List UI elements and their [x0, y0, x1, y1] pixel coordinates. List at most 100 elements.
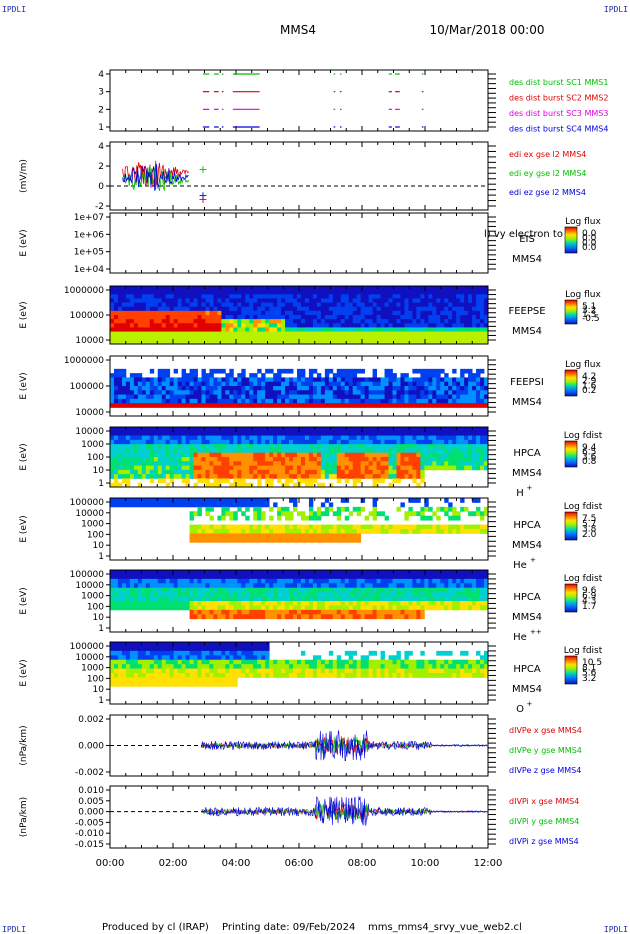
hpca_h-spectrogram-cell	[221, 427, 226, 432]
feepse-spectrogram-cell	[324, 327, 330, 332]
hpca_h-spectrogram-cell	[137, 444, 143, 449]
hpca_he2-spectrogram-cell	[129, 578, 135, 584]
hpca_he2-spectrogram-cell	[257, 614, 262, 620]
feepsi-spectrogram-cell	[297, 377, 302, 383]
hpca_h-spectrogram-cell	[468, 444, 473, 449]
feepsi-spectrogram-cell	[281, 390, 286, 395]
hpca_he2-spectrogram-cell	[281, 587, 286, 593]
feepsi-spectrogram-cell	[157, 377, 163, 383]
feepsi-spectrogram-cell	[181, 390, 186, 395]
hpca_h-spectrogram-cell	[233, 461, 238, 466]
hpca_h-spectrogram-cell	[324, 469, 330, 475]
feepsi-spectrogram-cell	[336, 403, 342, 408]
feepse-spectrogram-cell	[464, 327, 469, 332]
hpca_h-spectrogram-cell	[141, 444, 147, 449]
hpca_he2-spectrogram-cell	[308, 592, 314, 597]
hpca_he-spectrogram-cell	[285, 524, 290, 530]
feepse-spectrogram-cell	[141, 286, 147, 291]
hpca_he-spectrogram-cell	[161, 502, 167, 508]
hpca_h-spectrogram-cell	[201, 474, 206, 479]
feepse-spectrogram-cell	[181, 331, 186, 337]
hpca_h-spectrogram-cell	[201, 448, 206, 454]
hpca_he2-spectrogram-cell	[113, 570, 119, 575]
hpca_h-spectrogram-cell	[352, 461, 358, 466]
feepsi-spectrogram-cell	[261, 381, 266, 387]
feepsi-spectrogram-cell	[110, 381, 115, 387]
hpca_h-spectrogram-cell	[173, 444, 179, 449]
hpca_he-spectrogram-cell	[233, 511, 238, 517]
hpca_he-spectrogram-cell	[352, 537, 358, 543]
hpca_he2-spectrogram-cell	[185, 583, 190, 589]
hpca_he2-spectrogram-cell	[125, 574, 131, 580]
hpca_he-spectrogram-cell	[249, 524, 254, 530]
hpca_h-spectrogram-cell	[193, 452, 198, 458]
feepse-spectrogram-cell	[165, 327, 171, 332]
feepsi-spectrogram-cell	[360, 398, 366, 404]
hpca_he2-spectrogram-cell	[177, 587, 183, 593]
feepse-spectrogram-cell	[241, 331, 246, 337]
hpca_he2-spectrogram-cell	[233, 574, 238, 580]
feepse-spectrogram-cell	[205, 315, 210, 320]
feepse-spectrogram-cell	[448, 315, 453, 320]
hpca_h-spectrogram-cell	[484, 444, 489, 449]
hpca_h-spectrogram-cell	[125, 469, 131, 475]
hpca_he2-spectrogram-cell	[141, 570, 147, 575]
hpca_h-spectrogram-cell	[432, 461, 437, 466]
hpca_he-spectrogram-cell	[249, 533, 254, 539]
hpca_h-spectrogram-cell	[217, 444, 222, 449]
hpca_h-spectrogram-cell	[352, 469, 358, 475]
hpca_he-spectrogram-cell	[205, 529, 210, 534]
hpca_he2-spectrogram-cell	[121, 605, 127, 611]
hpca_he2-spectrogram-cell	[209, 587, 214, 593]
feepsi-spectrogram-cell	[197, 381, 202, 387]
hpca_h-spectrogram-cell	[344, 478, 350, 484]
feepse-spectrogram-cell	[273, 315, 278, 320]
hpca_he-spectrogram-cell	[233, 502, 238, 508]
feepse-spectrogram-cell	[452, 294, 457, 299]
feepse-spectrogram-cell	[265, 294, 270, 299]
hpca_h-spectrogram-cell	[416, 444, 421, 449]
hpca_h-spectrogram-cell	[169, 461, 175, 466]
feepse-spectrogram-cell	[436, 335, 441, 341]
feepse-spectrogram-cell	[121, 319, 127, 324]
feepsi-spectrogram-cell	[384, 386, 389, 391]
hpca_h-spectrogram-cell	[237, 478, 242, 484]
feepse-spectrogram-cell	[476, 331, 481, 337]
hpca_he2-spectrogram-cell	[348, 601, 354, 606]
feepsi-spectrogram-cell	[121, 373, 127, 378]
hpca_he-spectrogram-cell	[412, 498, 417, 503]
feepsi-spectrogram-cell	[312, 386, 318, 391]
hpca_he-spectrogram-cell	[456, 515, 461, 521]
hpca_h-spectrogram-cell	[277, 465, 282, 471]
hpca_h-spectrogram-cell	[189, 431, 194, 436]
hpca_h-spectrogram-cell	[281, 474, 286, 479]
hpca_h-spectrogram-cell	[249, 457, 254, 462]
hpca_he-spectrogram-cell	[404, 515, 409, 521]
hpca_he2-spectrogram-cell	[193, 587, 198, 593]
hpca_h-spectrogram-cell	[117, 444, 123, 449]
hpca_he-spectrogram-cell	[484, 511, 489, 517]
feepsi-spectrogram-cell	[149, 394, 155, 400]
feepse-spectrogram-cell	[197, 331, 202, 337]
feepsi-spectrogram-cell	[328, 381, 334, 387]
feepse-spectrogram-cell	[324, 286, 330, 291]
hpca_h-spectrogram-cell	[384, 444, 389, 449]
hpca_he-spectrogram-cell	[253, 524, 258, 530]
feepsi-spectrogram-cell	[344, 368, 350, 374]
feepse-colorbar-tick: 1.3	[582, 310, 596, 320]
feepse-spectrogram-cell	[348, 298, 354, 303]
hpca_h-spectrogram-cell	[221, 474, 226, 479]
feepse-spectrogram-cell	[241, 306, 246, 312]
feepsi-spectrogram-cell	[149, 398, 155, 404]
hpca_h-spectrogram-cell	[436, 461, 441, 466]
hpca_he2-spectrogram-cell	[181, 592, 186, 597]
hpca_he-spectrogram-cell	[225, 498, 230, 503]
feepse-spectrogram-cell	[472, 339, 477, 345]
feepse-spectrogram-cell	[304, 331, 310, 337]
feepse-spectrogram-cell	[137, 294, 143, 299]
feepse-spectrogram-cell	[300, 310, 306, 316]
feepsi-colorbar-tick: 2.9	[582, 377, 597, 387]
hpca_h-spectrogram-cell	[464, 435, 469, 441]
hpca_h-spectrogram-cell	[117, 482, 123, 488]
hpca_he2-spectrogram-cell	[265, 592, 270, 597]
